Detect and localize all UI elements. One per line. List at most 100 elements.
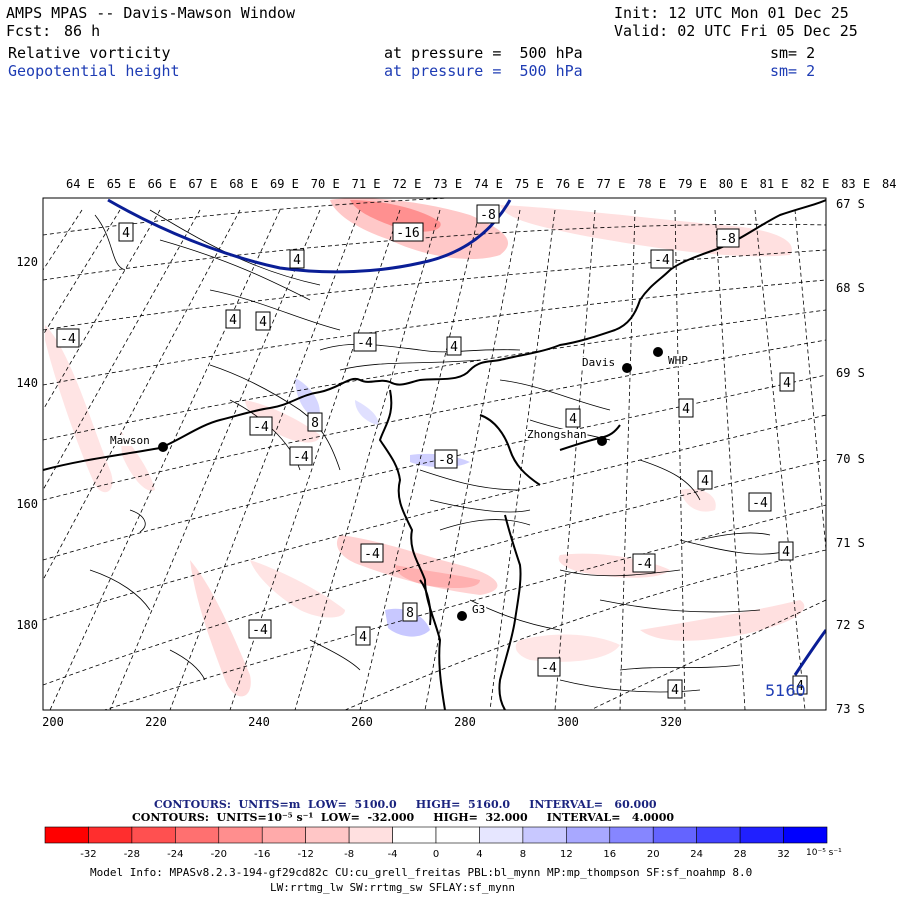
svg-text:4: 4 xyxy=(701,474,709,489)
colorbar-label: -32 xyxy=(80,849,96,860)
coastline xyxy=(43,199,826,710)
height-contour-info: CONTOURS: UNITS=m LOW= 5100.0 HIGH= 5160… xyxy=(154,798,657,811)
model-info-line-2: LW:rrtmg_lw SW:rrtmg_sw SFLAY:sf_mynn xyxy=(270,881,516,894)
svg-text:-4: -4 xyxy=(752,496,768,511)
vorticity-label: -4 xyxy=(248,619,272,639)
svg-text:4: 4 xyxy=(229,313,237,328)
svg-text:4: 4 xyxy=(359,630,367,645)
svg-text:-8: -8 xyxy=(438,453,454,468)
vorticity-label: -4 xyxy=(56,328,80,348)
vorticity-label: -4 xyxy=(289,446,313,466)
colorbar-label: 20 xyxy=(647,849,660,860)
vorticity-label: -4 xyxy=(650,249,674,269)
height-contour-5100 xyxy=(107,198,512,274)
svg-text:4: 4 xyxy=(783,376,791,391)
vorticity-label: 4 xyxy=(446,336,462,356)
x-axis-label: 320 xyxy=(660,715,682,729)
vorticity-label: 4 xyxy=(792,675,808,695)
longitude-label: 84 E xyxy=(882,177,900,191)
longitude-label: 75 E xyxy=(515,177,544,191)
x-axis-label: 280 xyxy=(454,715,476,729)
latitude-label: 67 S xyxy=(836,197,865,211)
colorbar-box xyxy=(652,826,697,844)
longitude-label: 68 E xyxy=(229,177,258,191)
station-g3: G3 xyxy=(457,603,487,621)
plot-title: AMPS MPAS -- Davis-Mawson Window xyxy=(6,4,295,22)
latitude-label: 70 S xyxy=(836,452,865,466)
svg-text:-4: -4 xyxy=(364,547,380,562)
colorbar-box xyxy=(479,826,524,844)
latitude-labels: 67 S 68 S 69 S 70 S 71 S 72 S 73 S xyxy=(836,197,865,716)
colorbar-label: -16 xyxy=(254,849,270,860)
colorbar-label: 16 xyxy=(603,849,616,860)
colorbar-label: 8 xyxy=(520,849,526,860)
map-panel: 64 E 65 E 66 E 67 E 68 E 69 E 70 E 71 E 72 E 73 E… xyxy=(16,177,900,729)
colorbar-label: -20 xyxy=(211,849,227,860)
field-1-name: Relative vorticity xyxy=(8,44,171,62)
svg-text:4: 4 xyxy=(450,340,458,355)
x-axis-label: 260 xyxy=(351,715,373,729)
latitude-label: 72 S xyxy=(836,618,865,632)
vorticity-label: -8 xyxy=(716,228,740,248)
longitude-label: 79 E xyxy=(678,177,707,191)
svg-text:4: 4 xyxy=(796,679,804,694)
vorticity-label: 4 xyxy=(355,626,371,646)
vorticity-label: -4 xyxy=(537,657,561,677)
colorbar: -32 -28 -24 -20 -16 -12 -8 -4 0 4 8 12 16 20 24 28 32 10… xyxy=(44,826,842,860)
svg-text:G3: G3 xyxy=(472,603,485,616)
colorbar-label: -8 xyxy=(344,849,354,860)
svg-text:Zhongshan: Zhongshan xyxy=(527,428,587,441)
longitude-label: 64 E xyxy=(66,177,95,191)
x-axis-label: 200 xyxy=(42,715,64,729)
vorticity-contour-info: CONTOURS: UNITS=10⁻⁵ s⁻¹ LOW= -32.000 HI… xyxy=(132,811,675,824)
svg-text:Davis: Davis xyxy=(582,356,615,369)
colorbar-box xyxy=(305,826,350,844)
station-whp: WHP xyxy=(653,347,689,367)
colorbar-box xyxy=(348,826,393,844)
colorbar-label: 0 xyxy=(433,849,439,860)
colorbar-unit: 10⁻⁵ s⁻¹ xyxy=(806,848,842,858)
svg-text:4: 4 xyxy=(671,683,679,698)
vorticity-label: 4 xyxy=(225,309,241,329)
longitude-label: 76 E xyxy=(556,177,585,191)
latitude-label: 69 S xyxy=(836,366,865,380)
vorticity-label: -8 xyxy=(434,449,458,469)
vorticity-label: 8 xyxy=(402,602,418,622)
plot-frame xyxy=(42,197,827,711)
field-2-level: at pressure = 500 hPa xyxy=(384,62,583,80)
x-axis-label: 240 xyxy=(248,715,270,729)
longitude-label: 71 E xyxy=(352,177,381,191)
svg-text:-4: -4 xyxy=(654,253,670,268)
colorbar-box xyxy=(261,826,306,844)
latitude-label: 68 S xyxy=(836,281,865,295)
forecast-hour: 86 h xyxy=(64,22,101,40)
colorbar-box xyxy=(566,826,611,844)
longitude-label: 69 E xyxy=(270,177,299,191)
longitude-label: 74 E xyxy=(474,177,503,191)
vorticity-contour-labels: -4 4 -8 -16 -8 -4 4 4 4 -4 4 4 4 -4 8 -4 -8 -4 4 4 4 -4 -4 4 -4 -… xyxy=(56,204,808,699)
colorbar-box xyxy=(218,826,263,844)
svg-text:-4: -4 xyxy=(541,661,557,676)
field-2-name: Geopotential height xyxy=(8,62,180,80)
y-axis-label: 160 xyxy=(16,497,38,511)
vorticity-label: 4 xyxy=(118,222,134,242)
svg-text:-4: -4 xyxy=(60,332,76,347)
longitude-label: 80 E xyxy=(719,177,748,191)
vorticity-label: 4 xyxy=(779,372,795,392)
x-axis-label: 220 xyxy=(145,715,167,729)
vorticity-label: -16 xyxy=(392,222,424,242)
svg-text:-4: -4 xyxy=(253,420,269,435)
colorbar-box xyxy=(392,826,437,844)
x-axis-label: 300 xyxy=(557,715,579,729)
vorticity-label: 4 xyxy=(565,408,581,428)
longitude-label: 83 E xyxy=(841,177,870,191)
longitude-label: 70 E xyxy=(311,177,340,191)
y-axis-labels: 120 140 160 180 xyxy=(16,255,38,632)
longitude-label: 66 E xyxy=(148,177,177,191)
longitude-label: 73 E xyxy=(433,177,462,191)
svg-text:WHP: WHP xyxy=(668,354,688,367)
vorticity-label: 4 xyxy=(697,470,713,490)
colorbar-box xyxy=(609,826,654,844)
field-2-smoothing: sm= 2 xyxy=(770,62,816,80)
forecast-label: Fcst: xyxy=(6,22,52,40)
